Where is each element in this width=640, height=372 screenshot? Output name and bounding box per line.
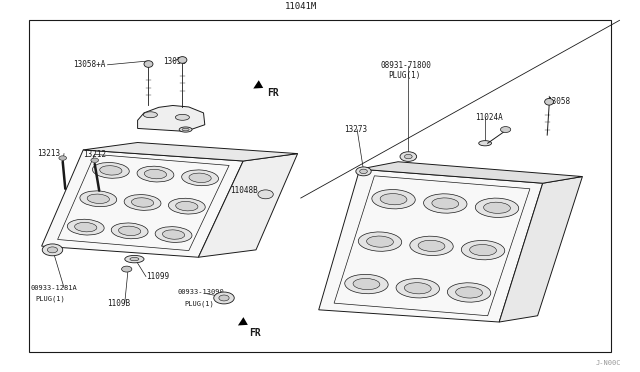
Ellipse shape	[111, 223, 148, 239]
Text: 11024A: 11024A	[150, 113, 178, 122]
Text: 13213: 13213	[37, 149, 60, 158]
Ellipse shape	[144, 61, 153, 67]
Polygon shape	[499, 177, 582, 322]
Circle shape	[219, 295, 229, 301]
Ellipse shape	[92, 163, 129, 178]
Text: 11099: 11099	[146, 272, 169, 281]
Circle shape	[258, 190, 273, 199]
Text: J-N00C: J-N00C	[595, 360, 621, 366]
Ellipse shape	[168, 198, 205, 214]
Ellipse shape	[189, 173, 211, 183]
Ellipse shape	[447, 283, 491, 302]
Circle shape	[91, 158, 99, 163]
Ellipse shape	[130, 257, 139, 261]
Ellipse shape	[372, 189, 415, 209]
Ellipse shape	[131, 198, 154, 207]
Ellipse shape	[461, 240, 505, 260]
Ellipse shape	[80, 191, 116, 206]
Text: 13273: 13273	[344, 125, 367, 134]
Ellipse shape	[380, 193, 407, 205]
Circle shape	[360, 169, 367, 174]
Ellipse shape	[418, 240, 445, 251]
Ellipse shape	[456, 287, 483, 298]
Ellipse shape	[143, 112, 157, 118]
Ellipse shape	[182, 128, 189, 131]
Bar	[29, 20, 611, 352]
Text: 11048B: 11048B	[230, 186, 258, 195]
Circle shape	[122, 266, 132, 272]
Circle shape	[59, 156, 67, 160]
Text: 1109B: 1109B	[108, 299, 131, 308]
Ellipse shape	[353, 279, 380, 290]
Ellipse shape	[176, 202, 198, 211]
Text: 11024A: 11024A	[475, 113, 502, 122]
Ellipse shape	[404, 283, 431, 294]
Ellipse shape	[179, 127, 192, 132]
Circle shape	[47, 247, 58, 253]
Ellipse shape	[137, 166, 174, 182]
Ellipse shape	[479, 141, 492, 146]
Polygon shape	[42, 150, 243, 257]
Text: 13212: 13212	[83, 150, 106, 159]
Ellipse shape	[178, 57, 187, 63]
Circle shape	[356, 167, 371, 176]
Ellipse shape	[470, 244, 497, 256]
Ellipse shape	[476, 198, 519, 218]
Ellipse shape	[163, 230, 185, 239]
Circle shape	[214, 292, 234, 304]
Ellipse shape	[367, 236, 394, 247]
Circle shape	[404, 154, 412, 159]
Ellipse shape	[87, 194, 109, 203]
Ellipse shape	[396, 279, 440, 298]
Ellipse shape	[358, 232, 402, 251]
Ellipse shape	[545, 99, 554, 105]
Ellipse shape	[484, 202, 511, 214]
Ellipse shape	[118, 226, 141, 235]
Text: PLUG(1): PLUG(1)	[388, 71, 421, 80]
Text: 13058+A: 13058+A	[74, 60, 106, 69]
Ellipse shape	[345, 275, 388, 294]
Text: FR: FR	[250, 328, 261, 338]
Text: PLUG(1): PLUG(1)	[35, 295, 65, 302]
Ellipse shape	[145, 169, 166, 179]
Circle shape	[42, 244, 63, 256]
Ellipse shape	[410, 236, 453, 256]
Polygon shape	[319, 169, 543, 322]
Polygon shape	[198, 154, 298, 257]
Circle shape	[500, 126, 511, 132]
Ellipse shape	[175, 114, 189, 120]
Text: 13058: 13058	[163, 57, 186, 65]
Ellipse shape	[67, 219, 104, 235]
Ellipse shape	[124, 195, 161, 210]
Polygon shape	[138, 106, 205, 131]
Ellipse shape	[182, 170, 218, 186]
Polygon shape	[360, 162, 582, 183]
Text: FR: FR	[268, 87, 279, 97]
Text: 00933-13090: 00933-13090	[178, 289, 225, 295]
Text: 08931-71800: 08931-71800	[381, 61, 431, 70]
Ellipse shape	[100, 166, 122, 175]
Ellipse shape	[75, 222, 97, 232]
Text: 00933-1281A: 00933-1281A	[31, 285, 77, 291]
Ellipse shape	[125, 256, 144, 263]
Text: 13058: 13058	[547, 97, 570, 106]
Polygon shape	[83, 142, 298, 161]
Text: 11041M: 11041M	[285, 2, 317, 11]
Ellipse shape	[424, 194, 467, 213]
Ellipse shape	[155, 227, 192, 243]
Circle shape	[400, 152, 417, 161]
Text: PLUG(1): PLUG(1)	[184, 300, 214, 307]
Ellipse shape	[432, 198, 459, 209]
